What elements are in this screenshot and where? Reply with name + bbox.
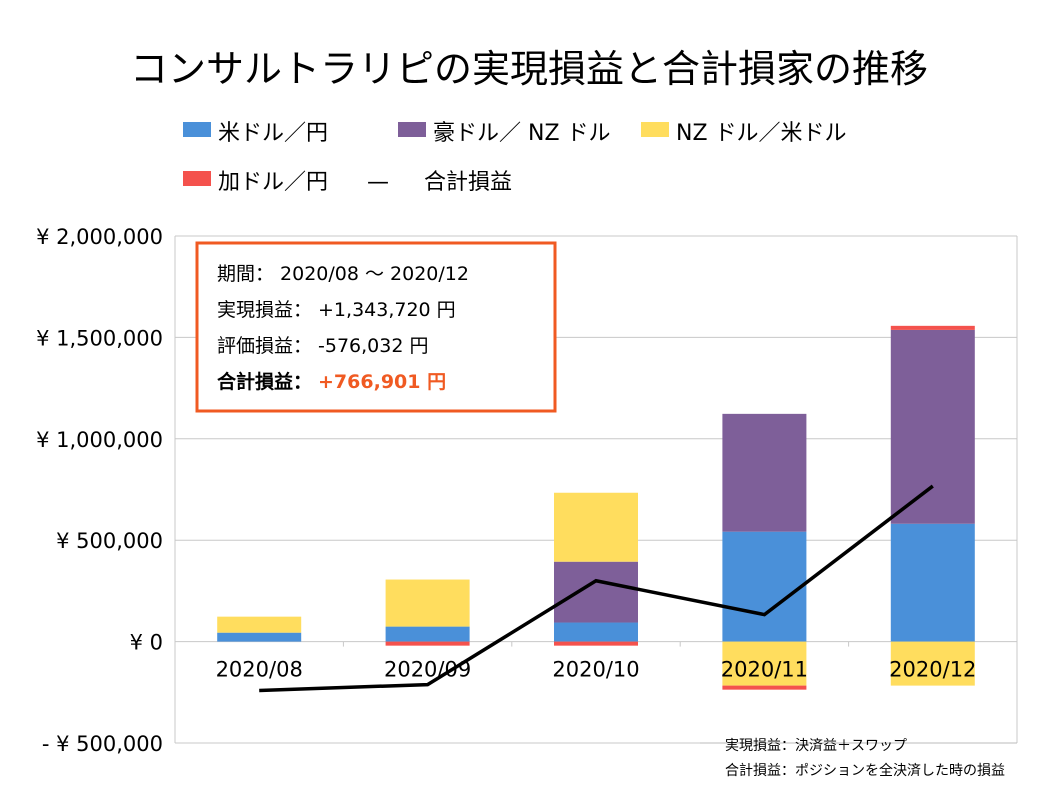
y-tick-label: - ¥ 500,000 <box>42 732 163 756</box>
x-tick-label: 2020/08 <box>216 658 303 682</box>
bar-segment <box>890 523 975 642</box>
bar-segment <box>890 329 975 524</box>
bar-segment <box>722 641 807 686</box>
bar-segment <box>217 616 302 633</box>
svg-text:合計損益：+766,901 円: 合計損益： +766,901 円 <box>217 370 446 393</box>
legend-swatch <box>398 122 426 137</box>
bar-segment <box>890 641 975 686</box>
x-tick-label: 2020/09 <box>384 658 471 682</box>
summary-box-border <box>195 241 557 413</box>
unrealized-label: 評価損益： <box>217 335 312 357</box>
bar-segment <box>385 579 470 627</box>
svg-text:期間：2020/08 ～ 2020/12: 期間： 2020/08 ～ 2020/12 <box>217 263 469 285</box>
legend-label: 合計損益 <box>424 170 512 195</box>
chart-title: コンサルトラリピの実現損益と合計損家の推移 <box>130 47 928 91</box>
y-tick-label: ¥ 500,000 <box>56 529 163 553</box>
legend-label: NZ ドル／米ドル <box>676 121 847 146</box>
svg-text:実現損益：+1,343,720 円: 実現損益： +1,343,720 円 <box>217 299 456 321</box>
period-label: 期間： <box>217 263 274 285</box>
x-tick-label: 2020/11 <box>721 658 808 682</box>
x-tick-label: 2020/10 <box>552 658 639 682</box>
legend-swatch <box>183 122 211 137</box>
svg-text:評価損益：-576,032 円: 評価損益： -576,032 円 <box>217 335 428 357</box>
y-tick-label: ¥ 0 <box>130 631 163 655</box>
summary-box: 期間： 2020/08 ～ 2020/12 実現損益： +1,343,720 円 評… <box>195 241 557 413</box>
bars <box>217 325 975 690</box>
total-label: 合計損益： <box>217 370 312 393</box>
bar-segment <box>554 641 638 646</box>
note-total: 合計損益：ポジションを全決済した時の損益 <box>725 762 1005 779</box>
bar-segment <box>385 641 470 646</box>
unrealized-value: -576,032 円 <box>318 335 428 357</box>
legend-swatch <box>183 171 211 186</box>
period-value: 2020/08 ～ 2020/12 <box>280 263 469 285</box>
y-tick-label: ¥ 1,000,000 <box>36 428 163 452</box>
y-axis: ¥ 2,000,000 ¥ 1,500,000 ¥ 1,000,000 ¥ 500,0… <box>36 225 163 756</box>
legend-label: 豪ドル／ NZ ドル <box>433 121 611 146</box>
note-realized: 実現損益：決済益＋スワップ <box>725 738 907 754</box>
bar-segment <box>554 561 638 623</box>
bar-segment <box>890 325 975 330</box>
bar-segment <box>722 685 807 690</box>
bar-segment <box>722 413 807 532</box>
legend-line-swatch: — <box>367 170 389 195</box>
legend-swatch <box>641 122 669 137</box>
realized-label: 実現損益： <box>217 299 312 321</box>
y-tick-label: ¥ 2,000,000 <box>36 225 163 249</box>
legend-label: 加ドル／円 <box>218 170 328 195</box>
realized-value: +1,343,720 円 <box>318 299 456 321</box>
x-axis: 2020/08 2020/09 2020/10 2020/11 2020/12 <box>216 658 977 682</box>
bar-segment <box>554 492 638 562</box>
bar-segment <box>385 626 470 642</box>
line-series <box>259 484 934 693</box>
x-tick-label: 2020/12 <box>889 658 976 682</box>
y-tick-label: ¥ 1,500,000 <box>36 326 163 350</box>
bar-segment <box>217 632 302 642</box>
total-line <box>259 484 934 693</box>
legend-label: 米ドル／円 <box>218 121 328 146</box>
bar-segment <box>722 531 807 642</box>
bar-segment <box>554 622 638 642</box>
total-value: +766,901 円 <box>318 371 446 393</box>
